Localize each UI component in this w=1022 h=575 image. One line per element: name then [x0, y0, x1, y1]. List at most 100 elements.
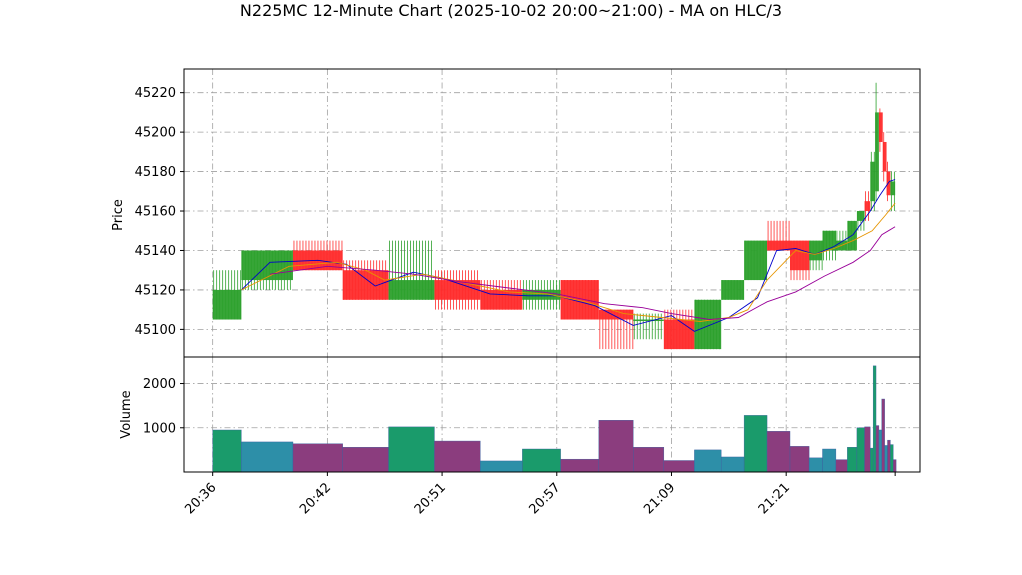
price-axis-label: Price: [111, 199, 126, 231]
volume-bar: [878, 429, 882, 473]
time-tick-label: 20:57: [527, 480, 564, 517]
volume-bar: [847, 447, 858, 473]
volume-bar: [388, 426, 435, 473]
candle-up: [856, 211, 865, 231]
price-panel: 45100 45120 45140 45160 45180 45200 45220 Pric…: [111, 68, 921, 358]
volume-bar: [598, 420, 634, 473]
candle-up: [694, 299, 722, 350]
volume-bar: [633, 447, 665, 473]
candle-up: [835, 230, 848, 251]
candle-body: [875, 112, 879, 192]
price-grid: [184, 69, 920, 357]
time-x-ticks: 20:36 20:42 20:51 20:57 21:09 21:21: [182, 472, 896, 517]
time-tick-label: 20:42: [297, 480, 334, 517]
candle-body: [633, 319, 664, 322]
time-tick-label: 21:09: [641, 480, 678, 517]
candle-down: [864, 191, 871, 221]
candle-down: [342, 260, 389, 300]
price-tick-label: 45120: [135, 283, 176, 298]
candle-body: [694, 299, 722, 350]
candle-up: [633, 313, 664, 340]
volume-tick-label: 2000: [143, 377, 176, 392]
candle-down: [790, 240, 810, 281]
time-tick-label: 21:21: [756, 480, 793, 517]
candle-body: [890, 181, 896, 196]
volume-bar: [480, 460, 523, 473]
volume-bar: [720, 456, 745, 473]
volume-bar: [342, 447, 389, 473]
price-tick-label: 45220: [135, 86, 176, 101]
candle-up: [809, 240, 823, 271]
volume-tick-label: 1000: [143, 421, 176, 436]
price-axes-frame: [183, 68, 921, 358]
candle-up: [522, 280, 561, 310]
candle-body: [212, 289, 242, 320]
volume-bar: [835, 459, 848, 473]
price-tick-label: 45200: [135, 126, 176, 141]
chart-title: N225MC 12-Minute Chart (2025-10-02 20:00…: [240, 1, 782, 20]
candle-down: [663, 309, 695, 350]
candle-up: [822, 230, 836, 261]
candle-body: [434, 280, 481, 300]
moving-average-line: [241, 202, 896, 322]
volume-bar: [766, 431, 791, 473]
moving-average-line: [269, 226, 896, 320]
candle-up: [870, 151, 876, 212]
volume-bar: [663, 460, 695, 473]
volume-bar: [875, 425, 880, 473]
volume-bar: [864, 426, 871, 473]
volume-bar: [694, 449, 722, 473]
volume-bar: [522, 448, 561, 473]
volume-bars: [212, 365, 897, 473]
price-y-ticks: 45100 45120 45140 45160 45180 45200 45220: [135, 86, 184, 338]
volume-bar: [822, 448, 837, 473]
candle-down: [767, 220, 791, 251]
candle-body: [342, 270, 389, 300]
candle-body: [522, 289, 561, 300]
volume-bar: [292, 443, 343, 473]
candle-body: [864, 201, 871, 212]
price-tick-label: 45180: [135, 165, 176, 180]
candle-up: [721, 280, 745, 300]
candle-up: [241, 250, 293, 290]
candle-up: [388, 240, 435, 300]
price-tick-label: 45160: [135, 205, 176, 220]
volume-bar: [241, 441, 294, 473]
candle-body: [809, 240, 823, 261]
volume-bar: [870, 447, 874, 473]
candle-down: [560, 280, 599, 320]
volume-bar: [212, 429, 242, 473]
candle-body: [767, 240, 791, 251]
volume-bar: [434, 440, 481, 473]
volume-axis-label: Volume: [119, 390, 134, 438]
price-tick-label: 45140: [135, 244, 176, 259]
candle-down: [434, 270, 481, 310]
volume-bar: [560, 458, 600, 473]
volume-bar: [789, 446, 810, 473]
candle-up: [212, 270, 242, 320]
candle-down: [882, 132, 887, 182]
moving-average-line: [241, 179, 896, 332]
candle-up: [744, 240, 768, 281]
volume-bar: [893, 459, 897, 473]
volume-panel: 1000 2000 Volume: [119, 356, 921, 473]
candle-body: [822, 230, 836, 251]
volume-bar: [887, 439, 891, 473]
volume-bar: [872, 365, 877, 473]
volume-axes-frame: [183, 356, 921, 473]
candle-body: [560, 280, 599, 320]
candle-body: [878, 112, 883, 142]
volume-bar: [890, 444, 894, 473]
candle-body: [870, 161, 876, 202]
candle-down: [878, 108, 883, 152]
candle-body: [744, 240, 768, 281]
candle-body: [388, 280, 435, 300]
volume-bar: [856, 427, 865, 473]
candle-body: [856, 211, 865, 221]
volume-bar: [808, 457, 823, 473]
candle-body: [721, 280, 745, 300]
volume-y-ticks: 1000 2000: [143, 377, 184, 436]
candle-up: [890, 171, 896, 212]
volume-bar: [881, 398, 885, 473]
